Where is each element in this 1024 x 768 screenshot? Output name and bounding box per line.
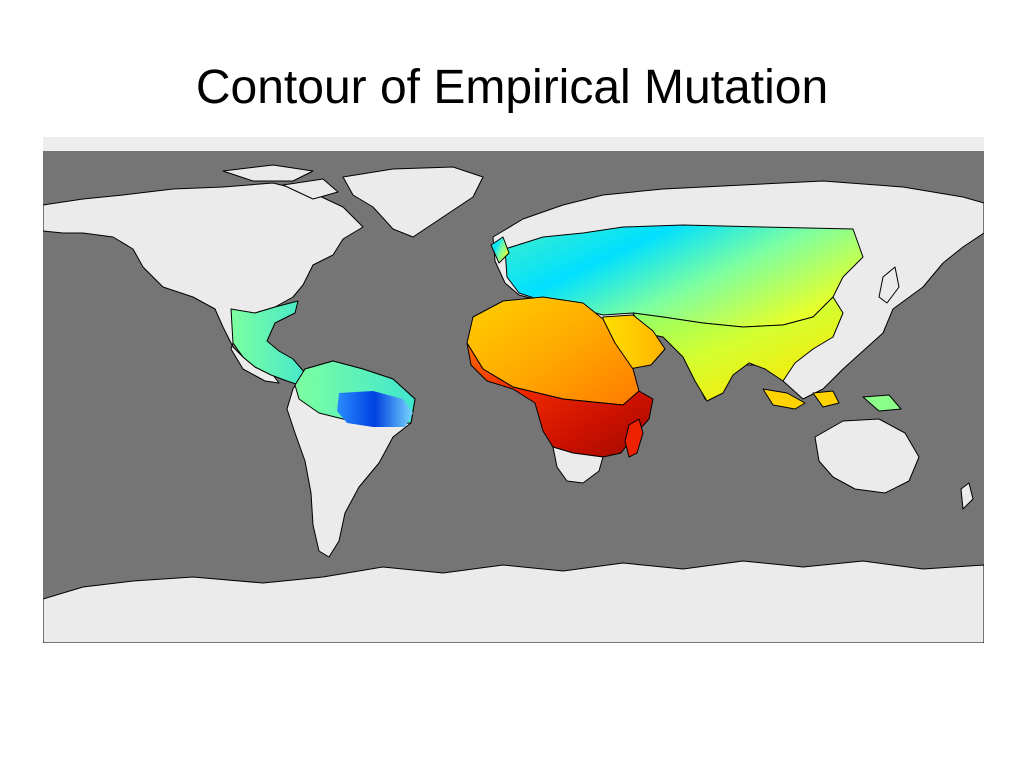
central-america — [230, 300, 314, 388]
world-map — [43, 137, 984, 643]
south-asia — [632, 296, 844, 402]
greenland — [342, 166, 484, 238]
arctic-islands — [222, 164, 339, 200]
southern-africa-tip — [552, 446, 604, 484]
antarctica — [43, 560, 984, 643]
indonesia — [762, 388, 840, 410]
madagascar — [624, 418, 644, 458]
japan — [878, 266, 900, 304]
australia — [814, 418, 920, 494]
amazon-region — [337, 391, 413, 427]
africa-south — [466, 342, 654, 458]
new-zealand — [960, 482, 974, 510]
new-guinea — [862, 394, 902, 412]
slide-title: Contour of Empirical Mutation — [195, 61, 829, 114]
world-map-canvas — [43, 151, 984, 643]
british-isles — [490, 236, 510, 264]
